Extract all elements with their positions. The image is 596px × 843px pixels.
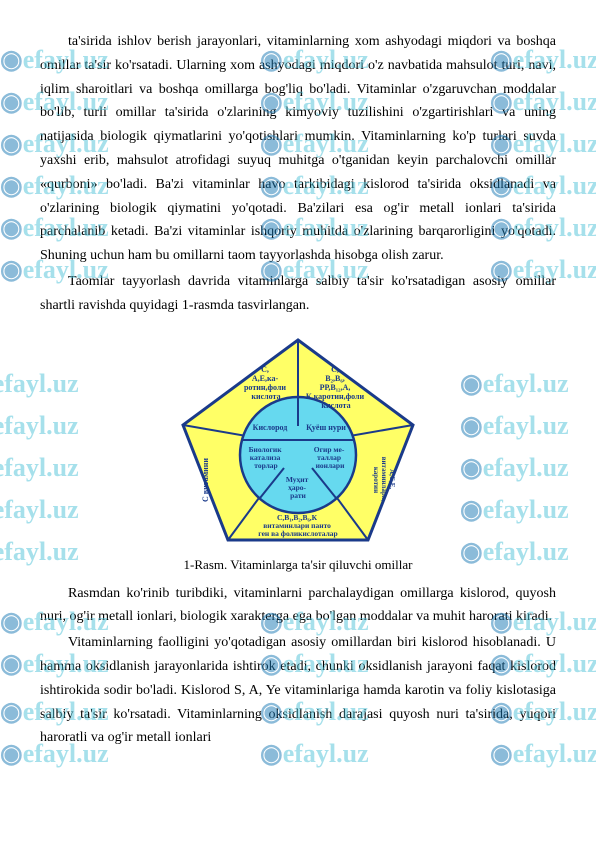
paragraph-3: Rasmdan ko'rinib turibdiki, vitaminlarni… (40, 582, 556, 630)
figure-caption: 1-Rasm. Vitaminlarga ta'sir qiluvchi omi… (184, 554, 413, 576)
paragraph-4: Vitaminlarning faolligini yo'qotadigan a… (40, 631, 556, 750)
paragraph-1: ta'sirida ishlov berish jarayonlari, vit… (40, 30, 556, 268)
svg-text:Кислород: Кислород (253, 423, 288, 432)
svg-text:Қуёш нури: Қуёш нури (306, 423, 346, 432)
svg-text:С витамини: С витамини (201, 457, 210, 501)
svg-text:Огир ме- таллар ио: Огир ме- таллар ионлари (314, 445, 346, 470)
pentagon-diagram: С, А,Е,ка- ротин,фоли кислота С, В₂,В₆, … (168, 330, 428, 550)
figure-wrapper: С, А,Е,ка- ротин,фоли кислота С, В₂,В₆, … (40, 330, 556, 576)
paragraph-2: Taomlar tayyorlash davrida vitaminlarga … (40, 270, 556, 318)
